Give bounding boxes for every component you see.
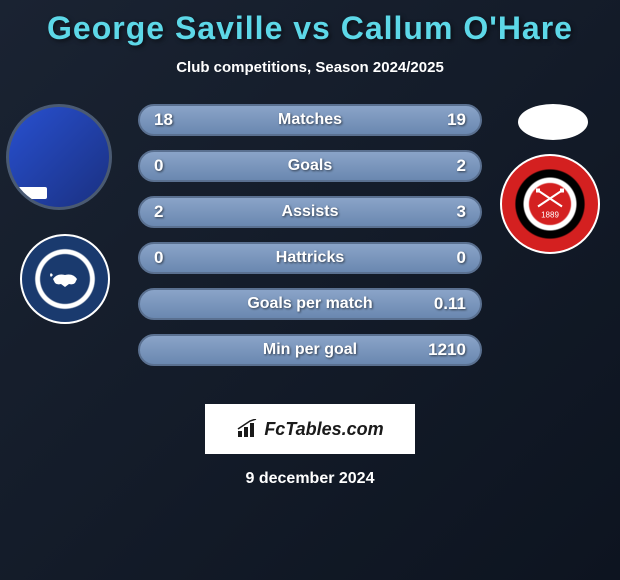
stat-row-hattricks: 0 Hattricks 0 — [138, 242, 482, 274]
stat-right-value: 2 — [457, 156, 466, 176]
stat-right-value: 0 — [457, 248, 466, 268]
club2-badge-inner: 1889 — [532, 189, 568, 220]
stat-left-value: 2 — [154, 202, 163, 222]
chart-icon — [236, 419, 260, 439]
lion-icon — [45, 265, 85, 293]
player2-avatar-placeholder — [518, 104, 588, 140]
swords-icon — [532, 189, 568, 209]
source-badge: FcTables.com — [205, 404, 415, 454]
stat-label: Matches — [278, 111, 342, 129]
stat-left-value: 0 — [154, 248, 163, 268]
stat-row-assists: 2 Assists 3 — [138, 196, 482, 228]
stat-row-matches: 18 Matches 19 — [138, 104, 482, 136]
source-text: FcTables.com — [264, 419, 383, 440]
stat-left-value: 0 — [154, 156, 163, 176]
stat-row-min-per-goal: Min per goal 1210 — [138, 334, 482, 366]
stat-label: Goals per match — [247, 295, 372, 313]
stat-label: Hattricks — [276, 249, 344, 267]
stats-container: 18 Matches 19 0 Goals 2 2 Assists 3 0 Ha… — [138, 104, 482, 380]
stat-right-value: 0.11 — [434, 294, 466, 314]
club2-year: 1889 — [532, 211, 568, 220]
season-subtitle: Club competitions, Season 2024/2025 — [0, 59, 620, 76]
jersey-logo — [17, 187, 47, 199]
stat-row-goals-per-match: Goals per match 0.11 — [138, 288, 482, 320]
stat-right-value: 1210 — [428, 340, 466, 360]
snapshot-date: 9 december 2024 — [0, 470, 620, 488]
club1-badge — [20, 234, 110, 324]
stat-label: Goals — [288, 157, 332, 175]
stat-left-value: 18 — [154, 110, 173, 130]
stat-right-value: 3 — [457, 202, 466, 222]
comparison-content: 1889 18 Matches 19 0 Goals 2 2 Assists 3… — [0, 94, 620, 394]
club2-badge: 1889 — [500, 154, 600, 254]
player1-avatar — [6, 104, 112, 210]
stat-right-value: 19 — [447, 110, 466, 130]
comparison-title: George Saville vs Callum O'Hare — [0, 0, 620, 47]
stat-row-goals: 0 Goals 2 — [138, 150, 482, 182]
stat-label: Min per goal — [263, 341, 357, 359]
stat-label: Assists — [282, 203, 339, 221]
